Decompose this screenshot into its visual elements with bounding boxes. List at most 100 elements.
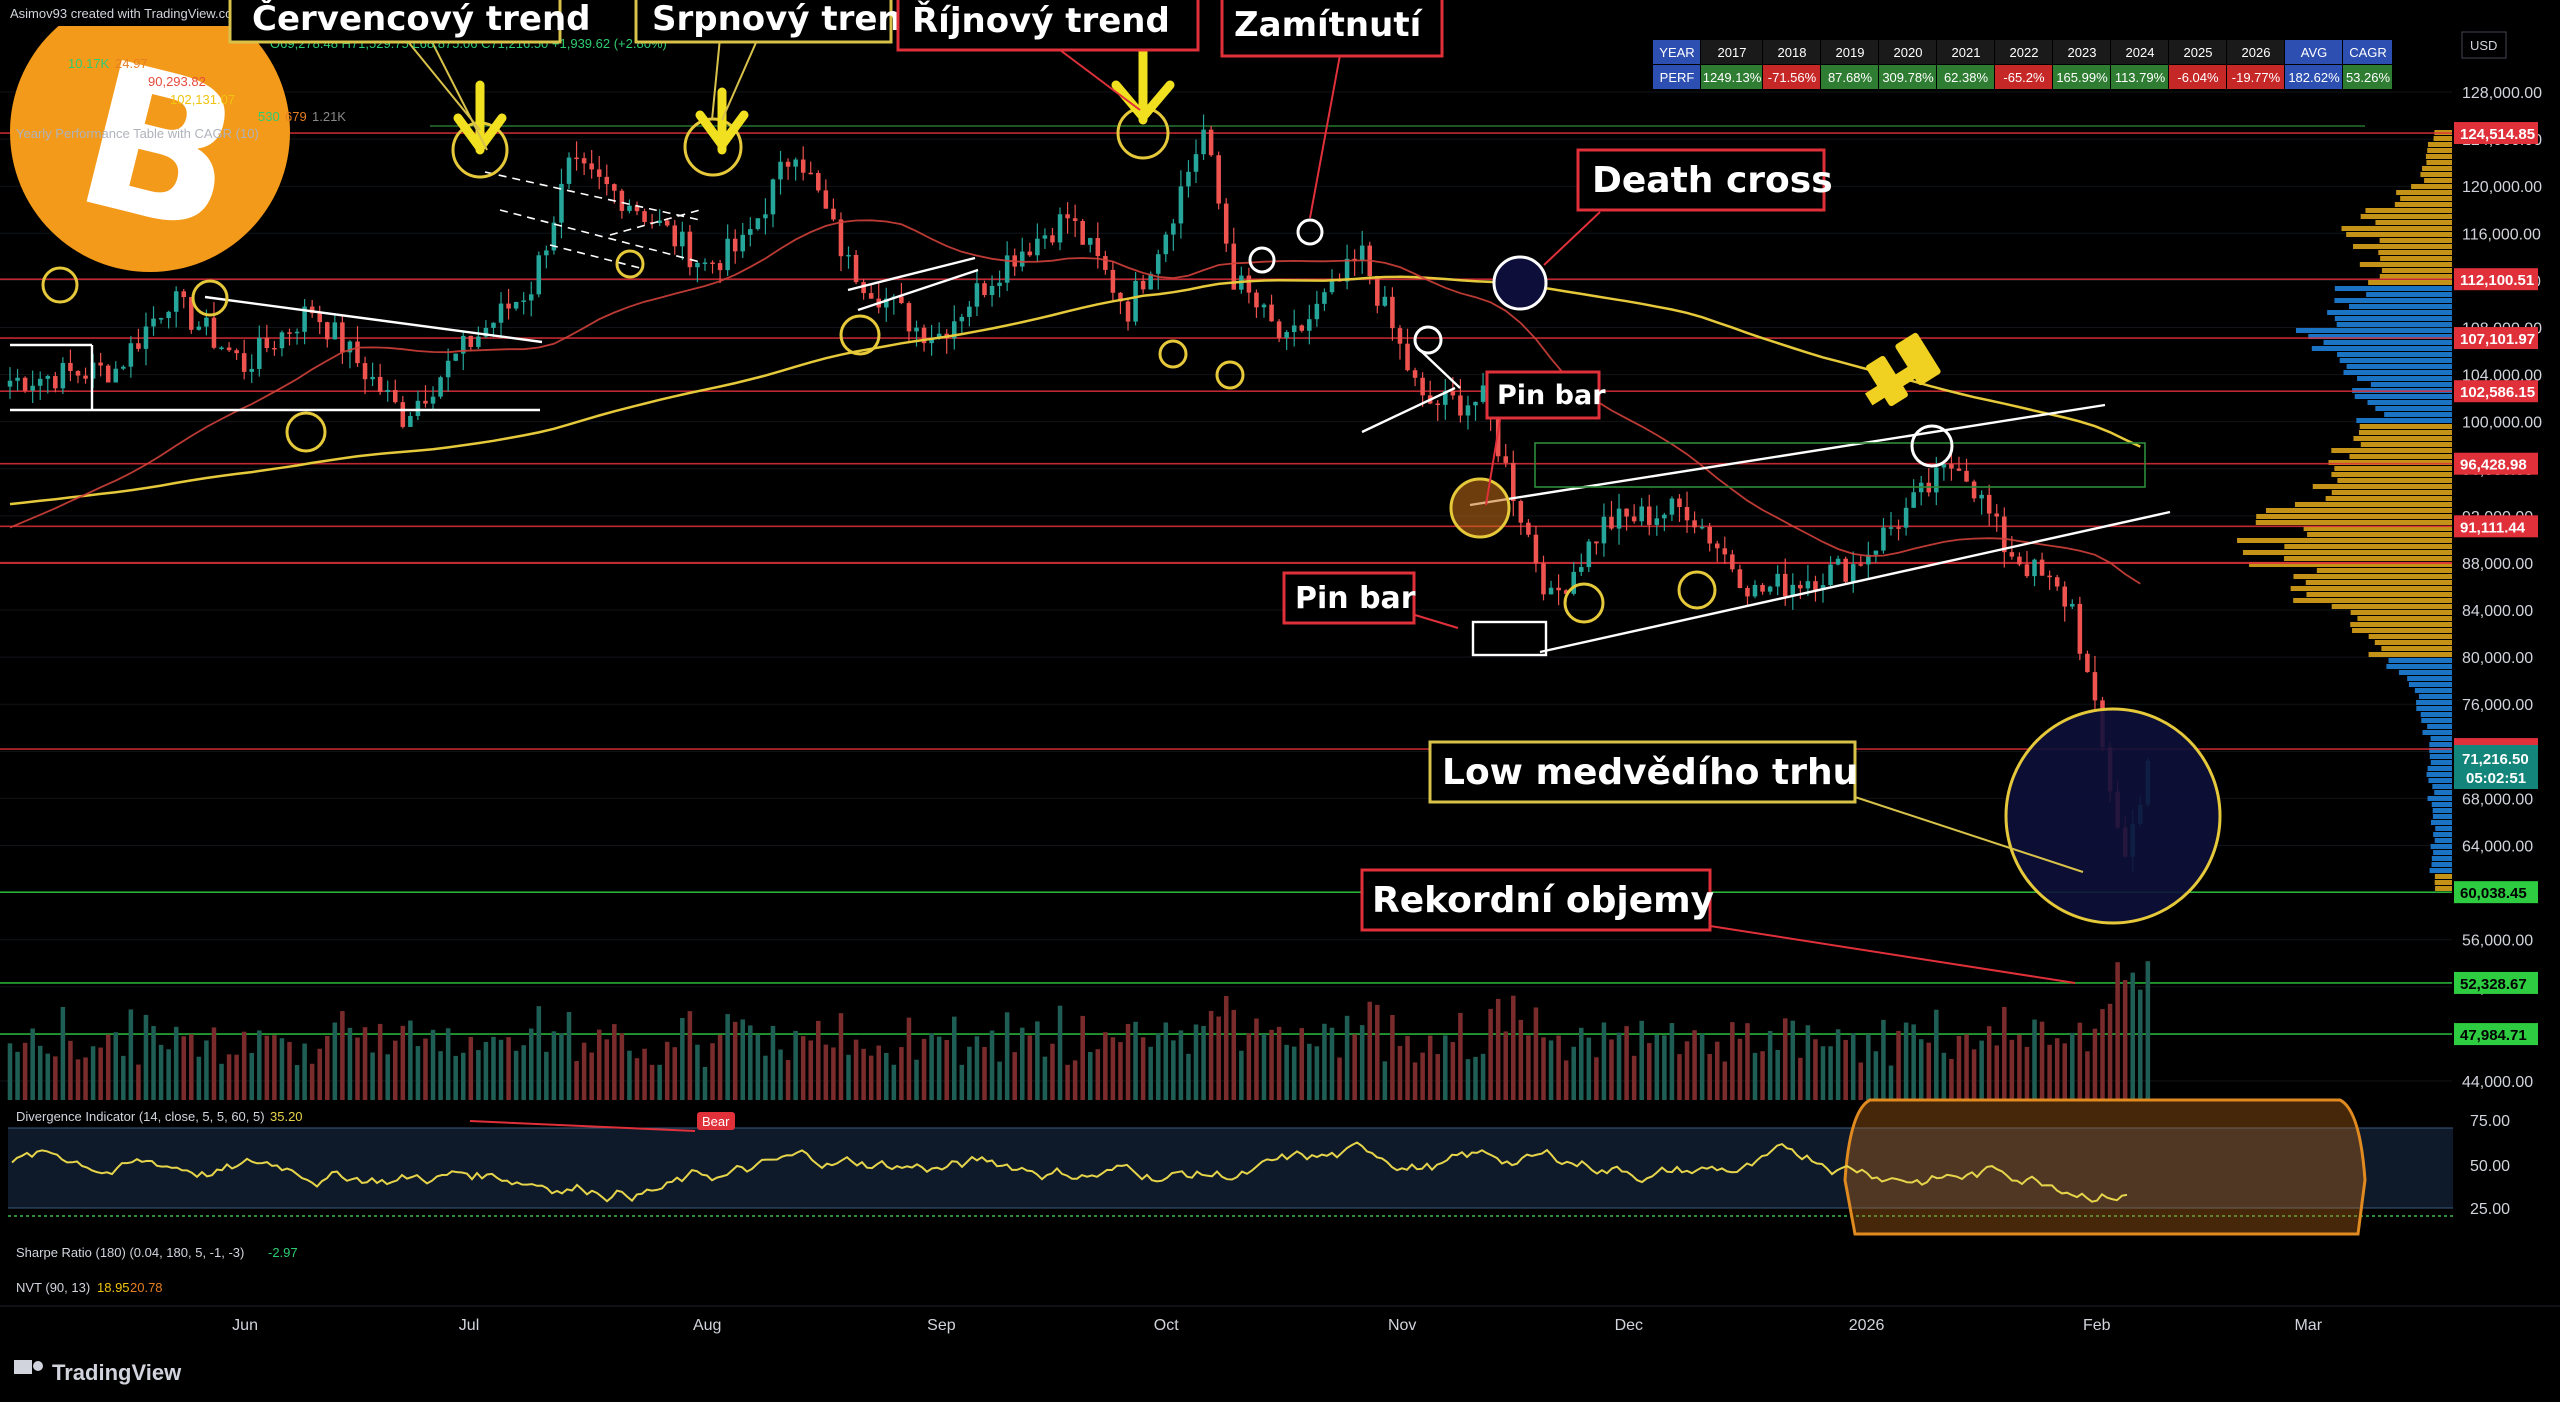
volume-bar xyxy=(921,1038,927,1100)
volume-bar xyxy=(717,1034,723,1100)
volume-bar xyxy=(1140,1037,1146,1100)
candle xyxy=(619,190,625,211)
candle xyxy=(1888,527,1894,529)
volume-bar xyxy=(294,1065,300,1100)
volume-bar xyxy=(1654,1034,1660,1100)
candle xyxy=(1979,494,1984,499)
gavel-icon xyxy=(1865,332,1941,407)
candle xyxy=(544,250,549,256)
volume-bar xyxy=(1881,1019,1886,1100)
candle xyxy=(906,303,912,332)
volume-bar xyxy=(385,1054,390,1100)
profile-bar xyxy=(2290,586,2452,591)
price-tick: 128,000.00 xyxy=(2462,85,2542,102)
volume-bar xyxy=(1352,1034,1357,1100)
volume-bar xyxy=(408,1020,413,1100)
price-axis[interactable]: USD 128,000.00124,000.00120,000.00116,00… xyxy=(2452,26,2560,1356)
volume-bar xyxy=(30,1028,35,1100)
candle xyxy=(1782,573,1788,597)
profile-bar xyxy=(2358,430,2452,435)
candle xyxy=(1798,584,1803,589)
volume-bar xyxy=(415,1046,421,1100)
price-tick: 84,000.00 xyxy=(2462,603,2533,620)
perf-header-cell xyxy=(2111,40,2168,64)
svg-text:Death cross: Death cross xyxy=(1592,160,1833,201)
volume-bar xyxy=(1239,1050,1244,1100)
tradingview-logo-icon xyxy=(14,1360,32,1374)
profile-bar xyxy=(2426,772,2452,777)
candle xyxy=(1042,235,1048,239)
brand-label: TradingView xyxy=(52,1360,182,1385)
candle xyxy=(1382,296,1388,306)
candle xyxy=(710,262,715,264)
perf-value-label: -65.2% xyxy=(2003,70,2045,85)
nvt-title: NVT (90, 13) xyxy=(16,1280,90,1295)
header-vol2: 24.97 xyxy=(115,56,148,71)
volume-bar xyxy=(1458,1012,1463,1100)
volume-bar xyxy=(121,1055,126,1100)
candle xyxy=(559,183,564,223)
time-axis[interactable]: Jun Jul Aug Sep Oct Nov Dec 2026 Feb Mar xyxy=(0,1305,2560,1334)
profile-bar xyxy=(2433,832,2452,837)
osc-tick-50: 50.00 xyxy=(2470,1158,2510,1175)
volume-bar xyxy=(1488,1008,1493,1100)
volume-bar xyxy=(1850,1033,1856,1100)
perf-value-cell xyxy=(1653,65,1700,89)
candle xyxy=(1745,588,1750,597)
candle xyxy=(2077,603,2083,654)
volume-bar xyxy=(1526,1035,1531,1100)
volume-bar xyxy=(800,1036,806,1100)
candle xyxy=(521,300,526,302)
volume-bar xyxy=(1503,1031,1508,1100)
currency-box[interactable] xyxy=(2461,31,2507,59)
volume-bar xyxy=(1443,1035,1448,1100)
volume-bar xyxy=(1782,1018,1788,1100)
candle xyxy=(755,218,761,230)
volume-bar xyxy=(37,1045,43,1100)
profile-bar xyxy=(2308,334,2452,339)
volume-bar xyxy=(1480,1053,1486,1100)
price-tag xyxy=(2454,268,2538,291)
volume-bar xyxy=(1843,1039,1848,1100)
time-tick: Nov xyxy=(1388,1317,1416,1334)
volume-bar xyxy=(1941,1052,1947,1100)
volume-bar xyxy=(105,1034,111,1100)
osc-tick-75: 75.00 xyxy=(2470,1113,2510,1130)
volume-bar xyxy=(755,1034,761,1100)
candle xyxy=(1775,573,1780,587)
volume-bar xyxy=(1835,1029,1841,1100)
candle xyxy=(1171,223,1176,235)
volume-bar xyxy=(1956,1035,1962,1100)
profile-bar xyxy=(2431,802,2452,807)
profile-bar xyxy=(2428,778,2452,783)
candle xyxy=(1201,129,1206,155)
profile-bar xyxy=(2237,538,2452,543)
perf-value-label: 309.78% xyxy=(1882,70,1934,85)
candle xyxy=(1934,467,1939,493)
candle xyxy=(317,313,322,323)
profile-bar xyxy=(2430,820,2452,825)
profile-bar xyxy=(2429,754,2452,759)
profile-bar xyxy=(2357,376,2452,381)
profile-bar xyxy=(2306,592,2452,597)
volume-bar xyxy=(1314,1046,1320,1100)
candle xyxy=(1450,390,1456,396)
volume-bar xyxy=(1541,1037,1546,1100)
perf-value-label: -19.77% xyxy=(2232,70,2281,85)
profile-bar xyxy=(2367,400,2452,405)
candle xyxy=(1223,203,1229,244)
volume-bar xyxy=(1057,1005,1063,1100)
candle xyxy=(211,317,217,348)
perf-header-label: 2021 xyxy=(1952,45,1981,60)
candle xyxy=(748,229,753,235)
price-tag xyxy=(2454,881,2538,904)
candle xyxy=(113,368,119,383)
svg-text:Zamítnutí: Zamítnutí xyxy=(1234,5,1424,45)
volume-bar xyxy=(2100,1009,2105,1100)
candle xyxy=(1495,418,1501,457)
volume-bar xyxy=(15,1051,20,1100)
candle xyxy=(687,231,693,268)
candle xyxy=(566,157,572,184)
volume-bar xyxy=(559,1033,564,1100)
